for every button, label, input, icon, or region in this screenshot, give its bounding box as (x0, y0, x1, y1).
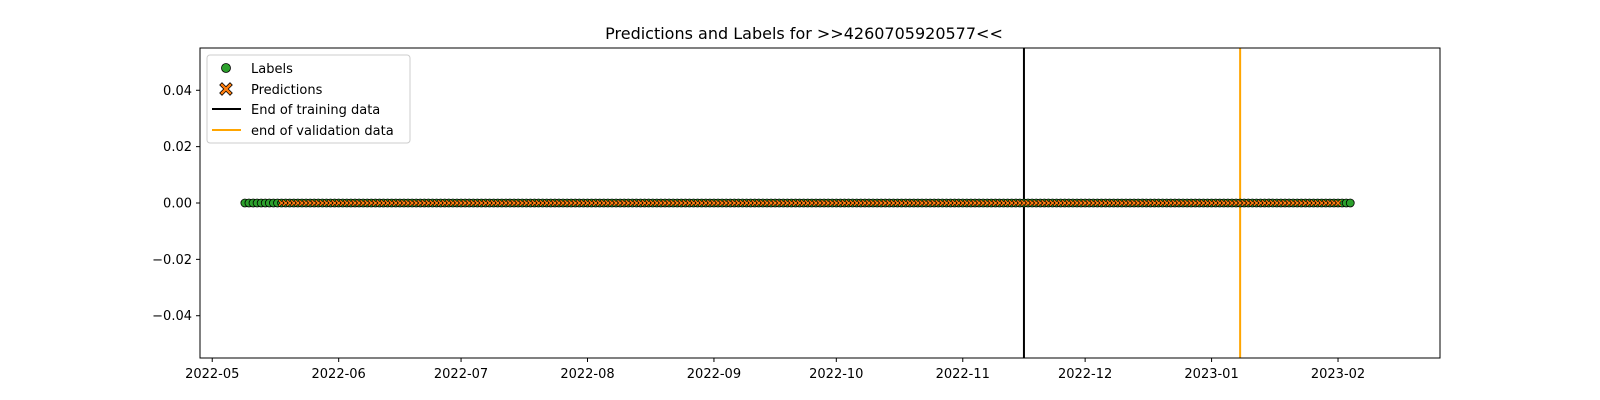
prediction-point (1334, 199, 1342, 207)
y-tick-label: 0.00 (163, 197, 192, 212)
x-axis: 2022-05 2022-06 2022-07 2022-08 2022-09 2022-… (185, 358, 1365, 382)
predictions-series (278, 199, 1342, 207)
prediction-marker-fill (1334, 199, 1342, 207)
x-tick-label: 2023-01 (1184, 367, 1238, 382)
x-tick-label: 2022-05 (185, 367, 239, 382)
legend-validation-text: end of validation data (251, 124, 394, 139)
y-tick-label: 0.04 (163, 84, 192, 99)
chart-title: Predictions and Labels for >>42607059205… (605, 24, 1003, 43)
x-tick-label: 2022-08 (560, 367, 614, 382)
y-tick-label: −0.02 (152, 253, 192, 268)
x-tick-label: 2022-07 (434, 367, 488, 382)
x-tick-label: 2022-10 (809, 367, 863, 382)
y-tick-label: 0.02 (163, 140, 192, 155)
legend-labels-text: Labels (251, 62, 293, 77)
x-tick-label: 2022-11 (936, 367, 990, 382)
x-tick-label: 2022-06 (312, 367, 366, 382)
y-axis: 0.04 0.02 0.00 −0.02 −0.04 (152, 84, 200, 324)
legend-labels-marker (221, 63, 231, 73)
x-tick-label: 2023-02 (1311, 367, 1365, 382)
legend: Labels Predictions End of training data … (206, 54, 411, 144)
label-point (1345, 198, 1355, 208)
x-tick-label: 2022-09 (687, 367, 741, 382)
legend-box (206, 54, 411, 144)
legend-predictions-marker (219, 82, 233, 96)
legend-predictions-text: Predictions (251, 83, 323, 98)
legend-training-text: End of training data (251, 103, 380, 118)
x-tick-label: 2022-12 (1058, 367, 1112, 382)
y-tick-label: −0.04 (152, 309, 192, 324)
